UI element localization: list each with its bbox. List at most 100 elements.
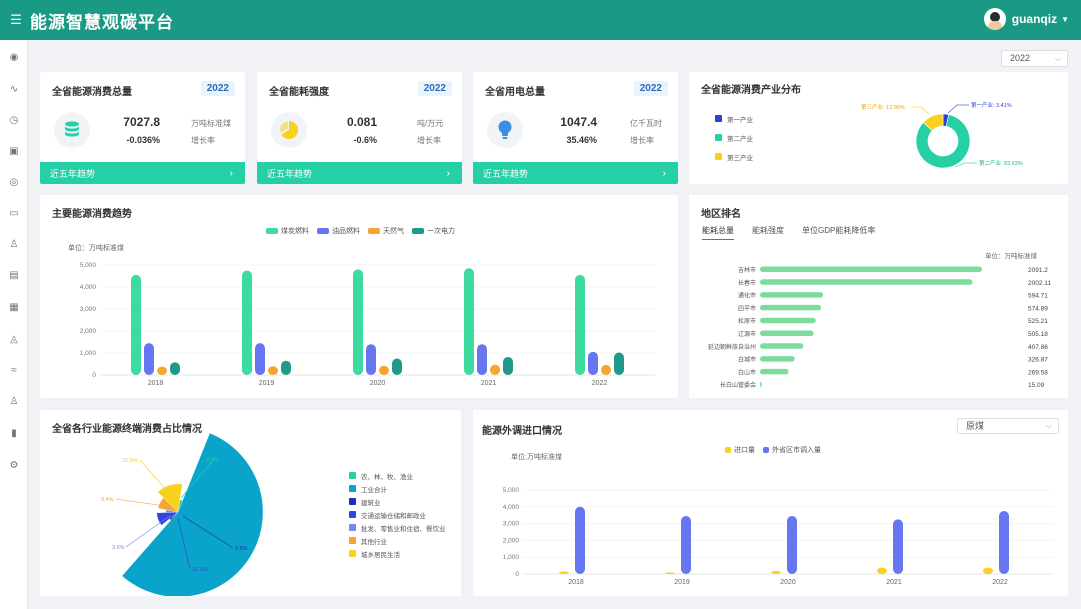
bar-transfer-in (787, 516, 797, 574)
x-tick-label: 2021 (886, 579, 902, 586)
top-header: ☰ 能源智慧观碳平台 guanqiz ▼ (0, 0, 1081, 40)
year-select-value: 2022 (1010, 53, 1031, 63)
rose-label: 55.3% (243, 496, 259, 502)
region-name: 吉林市 (738, 266, 756, 274)
avatar (983, 8, 1006, 30)
bar-煤炭燃料 (353, 269, 363, 375)
wave-icon[interactable]: ≈ (11, 364, 17, 376)
kpi-title: 全省用电总量 (485, 87, 545, 98)
rose-label: 3.6% (112, 545, 125, 551)
legend-item[interactable]: 农、林、牧、渔业 (349, 469, 446, 482)
monitor-icon[interactable]: ▭ (9, 207, 19, 219)
legend-item[interactable]: 建筑业 (349, 495, 446, 508)
region-bar (760, 317, 816, 324)
bar-chart-icon[interactable]: ▮ (11, 427, 17, 439)
bar-import (771, 570, 781, 574)
tab-energy-intensity[interactable]: 能耗强度 (752, 226, 784, 235)
ranking-tabs: 能耗总量 能耗强度 单位GDP能耗降低率 (702, 225, 893, 240)
card-title: 地区排名 (701, 209, 741, 220)
report-icon[interactable]: ▦ (9, 301, 19, 313)
legend-item[interactable]: 一次电力 (412, 226, 455, 236)
area-chart-icon[interactable]: ◬ (10, 333, 18, 345)
x-tick-label: 2019 (259, 380, 275, 387)
walk-icon[interactable]: ♙ (9, 238, 19, 250)
legend-item[interactable]: 第三产业 (715, 150, 753, 163)
chevron-down-icon: ▼ (1061, 14, 1069, 24)
legend-item[interactable]: 第一产业 (715, 112, 753, 125)
rose-label: 2.8% (235, 546, 248, 552)
unit-label: 单位:万吨标准煤 (511, 454, 562, 461)
sidebar: ◉ ∿ ◷ ▣ ◎ ▭ ♙ ▤ ▦ ◬ ≈ ♙ ▮ ⚙ (0, 40, 28, 609)
x-tick-label: 2018 (148, 380, 164, 387)
region-value: 2002.11 (1028, 280, 1051, 287)
x-tick-label: 2022 (592, 380, 608, 387)
main-energy-trend-card: 主要能源消费趋势 煤炭燃料 油品燃料 天然气 一次电力 单位：万吨标准煤 0 1,… (40, 195, 678, 398)
legend-item[interactable]: 进口量 (725, 445, 755, 455)
legend-item[interactable]: 煤炭燃料 (266, 226, 309, 236)
tab-gdp-reduction[interactable]: 单位GDP能耗降低率 (802, 226, 876, 235)
bar-import (559, 571, 569, 574)
bar-一次电力 (392, 358, 402, 375)
rose-label: 10.1% (192, 567, 208, 573)
menu-toggle-icon[interactable]: ☰ (10, 12, 22, 27)
legend-item[interactable]: 城乡居民生活 (349, 547, 446, 560)
clock-icon[interactable]: ◷ (9, 114, 19, 126)
energy-type-select[interactable]: 原煤 ⌵ (957, 418, 1059, 434)
bar-煤炭燃料 (575, 274, 585, 375)
y-tick-label: 4,000 (503, 504, 520, 511)
trend-button[interactable]: 近五年趋势 › (40, 162, 245, 184)
bar-transfer-in (575, 506, 585, 574)
legend-item[interactable]: 批发、零售业和住宿、餐饮业 (349, 521, 446, 534)
y-tick-label: 5,000 (80, 262, 97, 269)
industry-distribution-card: 全省能源消费产业分布 第一产业 第二产业 第三产业 第一产业: 3.41% 第三… (689, 72, 1068, 184)
legend-item[interactable]: 其他行业 (349, 534, 446, 547)
slice-label: 第一产业: 3.41% (971, 101, 1012, 109)
chevron-down-icon: ⌵ (1054, 54, 1061, 63)
calendar-icon[interactable]: ▣ (9, 145, 19, 157)
kpi-value: 0.081 (346, 115, 377, 129)
rose-label: 15.0% (122, 458, 138, 464)
x-tick-label: 2018 (568, 579, 584, 586)
line-chart-icon[interactable]: ∿ (9, 83, 19, 95)
dashboard-icon[interactable]: ◉ (9, 51, 19, 63)
kpi-unit: 万吨标准煤 (191, 119, 231, 128)
legend-item[interactable]: 工业合计 (349, 482, 446, 495)
donut-slice (922, 113, 944, 132)
book-icon[interactable]: ▤ (9, 269, 19, 281)
region-bar (760, 330, 814, 336)
year-select[interactable]: 2022 ⌵ (1001, 50, 1068, 67)
chevron-right-icon: › (229, 167, 233, 179)
user-menu[interactable]: guanqiz ▼ (983, 8, 1069, 30)
settings-icon[interactable]: ⚙ (9, 459, 19, 471)
y-tick-label: 2,000 (80, 328, 97, 335)
y-tick-label: 0 (515, 571, 519, 578)
legend-item[interactable]: 交通运输仓储和邮政业 (349, 508, 446, 521)
legend-item[interactable]: 第二产业 (715, 131, 753, 144)
import-legend: 进口量 外省区市调入量 (725, 445, 829, 455)
y-tick-label: 2,000 (503, 537, 520, 544)
eye-icon[interactable]: ◎ (9, 176, 19, 188)
bar-天然气 (157, 366, 167, 375)
legend-item[interactable]: 油品燃料 (317, 226, 360, 236)
region-name: 延边朝鲜族自治州 (708, 343, 756, 351)
energy-type-value: 原煤 (966, 421, 985, 431)
legend-item[interactable]: 外省区市调入量 (763, 445, 821, 455)
rose-leader-line (125, 514, 172, 548)
trend-label: 近五年趋势 (50, 168, 96, 179)
trend-button[interactable]: 近五年趋势 › (473, 162, 678, 184)
tab-energy-total[interactable]: 能耗总量 (702, 225, 734, 240)
region-bar (760, 304, 822, 311)
x-tick-label: 2021 (481, 380, 497, 387)
region-bar (760, 343, 804, 349)
industry-donut-chart: 第一产业: 3.41% 第三产业: 12.96% 第二产业: 83.63% (861, 101, 1023, 169)
region-value: 269.58 (1028, 369, 1048, 376)
x-tick-label: 2022 (992, 579, 1008, 586)
region-value: 594.71 (1028, 293, 1048, 300)
person-icon[interactable]: ♙ (9, 395, 19, 407)
lightbulb-icon (487, 112, 523, 148)
legend-item[interactable]: 天然气 (368, 226, 404, 236)
kpi-change: -0.036% (126, 135, 160, 145)
trend-button[interactable]: 近五年趋势 › (257, 162, 462, 184)
kpi-title: 全省能源消费总量 (52, 87, 132, 98)
sector-rose-chart: 3.7% 55.3% 2.8% 10.1% 3.6% 9.4% 15.0% (101, 432, 264, 596)
